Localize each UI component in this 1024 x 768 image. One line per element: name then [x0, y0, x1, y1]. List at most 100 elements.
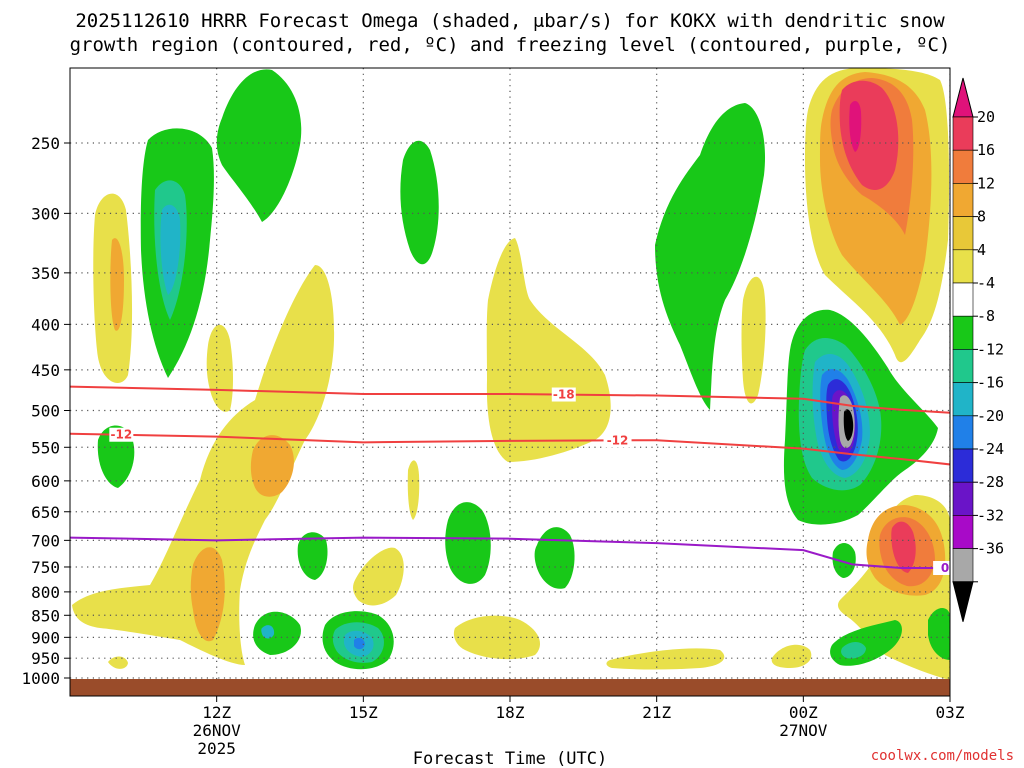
omega-shading: [72, 68, 950, 680]
omega-cell-green-b: [216, 69, 302, 222]
colorbar-segment-0: [952, 116, 974, 151]
omega-cell-cyan-a: [160, 204, 181, 295]
x-tick-date-00Z: 27NOV: [779, 721, 828, 740]
colorbar-segment-13: [952, 548, 974, 583]
x-tick-label-12Z: 12Z: [202, 703, 231, 722]
x-tick-label-03Z: 03Z: [936, 703, 965, 722]
x-tick-label-21Z: 21Z: [642, 703, 671, 722]
omega-cell-cyan-l: [261, 625, 275, 639]
colorbar-segment-4: [952, 249, 974, 284]
colorbar-label--4: -4: [977, 274, 995, 292]
y-axis-ticks: 250 300 350 400 450 500 550 600 650 700 750 800 850 9…: [21, 134, 70, 688]
dgz-contour-minus12-label-bg: [109, 427, 134, 442]
omega-cell-green-o: [928, 608, 950, 660]
omega-cell-yellow-mid-e: [606, 648, 725, 670]
colorbar-label-16: 16: [977, 141, 995, 159]
y-tick-label-250: 250: [31, 134, 60, 153]
omega-cell-green-l: [253, 611, 301, 655]
x-tick-year-12Z: 2025: [197, 739, 236, 758]
omega-cell-magenta-tr: [849, 100, 862, 152]
x-tick-label-00Z: 00Z: [789, 703, 818, 722]
omega-cell-black-f: [843, 409, 854, 441]
y-tick-label-300: 300: [31, 204, 60, 223]
dgz-contour-minus12: [70, 432, 950, 466]
x-tick-date-12Z: 26NOV: [193, 721, 242, 740]
colorbar-label--8: -8: [977, 307, 995, 325]
colorbar-segment-3: [952, 216, 974, 251]
colorbar-label-12: 12: [977, 174, 995, 192]
omega-cell-yellow-mid-b: [353, 547, 404, 606]
colorbar-segment-8: [952, 382, 974, 417]
dgz-contour-minus18-label: -18: [553, 388, 575, 402]
colorbar-segment-10: [952, 448, 974, 483]
colorbar-label--20: -20: [977, 407, 1004, 425]
dgz-contour-minus18: [70, 385, 950, 414]
y-tick-label-450: 450: [31, 361, 60, 380]
colorbar-segment-9: [952, 415, 974, 450]
y-tick-label-650: 650: [31, 503, 60, 522]
omega-cell-green-h: [297, 532, 328, 580]
dgz-contour-minus18-label-bg: [551, 387, 576, 402]
dgz-contour-minus12-label: -12: [110, 428, 132, 442]
colorbar-label-8: 8: [977, 208, 986, 226]
colorbar-label-20: 20: [977, 108, 995, 126]
x-tick-label-15Z: 15Z: [349, 703, 378, 722]
colorbar: 20 16 12 8 4 -4 -8 -12 -16 -20 -24 -28 -32 -36: [952, 77, 1004, 622]
colorbar-segment-1: [952, 149, 974, 184]
freezing-level-contour: [70, 536, 950, 570]
plot-grid: [70, 68, 950, 696]
colorbar-label--12: -12: [977, 340, 1004, 358]
y-tick-label-550: 550: [31, 438, 60, 457]
omega-cell-yellow-mid-f: [771, 644, 812, 668]
colorbar-segment-5: [952, 282, 974, 317]
y-tick-label-600: 600: [31, 472, 60, 491]
omega-cell-red-lr: [891, 521, 916, 573]
contour-lines: -18 -12 -12 0: [70, 385, 950, 576]
colorbar-segment-11: [952, 481, 974, 516]
colorbar-label--24: -24: [977, 440, 1004, 458]
freezing-level-contour-label: 0: [941, 561, 949, 575]
y-tick-label-800: 800: [31, 583, 60, 602]
colorbar-top-arrow: [952, 77, 974, 118]
colorbar-label--36: -36: [977, 540, 1004, 558]
omega-cell-yellow-mid-g: [108, 656, 128, 669]
dgz-contour-minus12-label2-bg: [603, 433, 632, 448]
y-tick-label-750: 750: [31, 558, 60, 577]
y-tick-label-900: 900: [31, 628, 60, 647]
colorbar-segment-12: [952, 515, 974, 549]
chart-title-line-2: growth region (contoured, red, ºC) and f…: [70, 34, 951, 56]
omega-cell-yellow-mid-c: [407, 460, 420, 520]
omega-cell-yellow-e: [741, 276, 766, 404]
x-tick-label-18Z: 18Z: [496, 703, 525, 722]
colorbar-label--32: -32: [977, 506, 1004, 524]
colorbar-bottom-arrow: [952, 581, 974, 622]
omega-cell-blue-m: [354, 637, 365, 650]
colorbar-label--16: -16: [977, 374, 1004, 392]
omega-cell-green-k: [832, 543, 856, 578]
colorbar-segment-7: [952, 349, 974, 383]
omega-cell-green-d: [655, 103, 766, 410]
colorbar-segment-6: [952, 315, 974, 350]
y-tick-label-950: 950: [31, 649, 60, 668]
freezing-level-contour-label-bg: [933, 561, 950, 576]
y-tick-label-500: 500: [31, 402, 60, 421]
omega-cell-yellow-center: [486, 238, 611, 462]
omega-cell-yellow-mid-d: [453, 615, 540, 660]
chart-title-line-1: 2025112610 HRRR Forecast Omega (shaded, …: [75, 10, 945, 32]
omega-cell-green-c: [400, 140, 439, 265]
omega-cell-amber-ll-a: [250, 435, 294, 497]
y-tick-label-400: 400: [31, 315, 60, 334]
colorbar-label-4: 4: [977, 241, 986, 259]
dgz-contour-minus12-label2: -12: [607, 434, 629, 448]
omega-cell-green-i: [445, 502, 491, 584]
y-tick-label-850: 850: [31, 606, 60, 625]
omega-cell-green-j: [534, 527, 575, 589]
y-tick-label-700: 700: [31, 531, 60, 550]
credit-link[interactable]: coolwx.com/models: [871, 748, 1014, 764]
omega-cell-orange-ul: [110, 238, 124, 331]
colorbar-segment-2: [952, 183, 974, 217]
omega-cell-yellow-ll: [72, 265, 335, 665]
colorbar-label--28: -28: [977, 473, 1004, 491]
